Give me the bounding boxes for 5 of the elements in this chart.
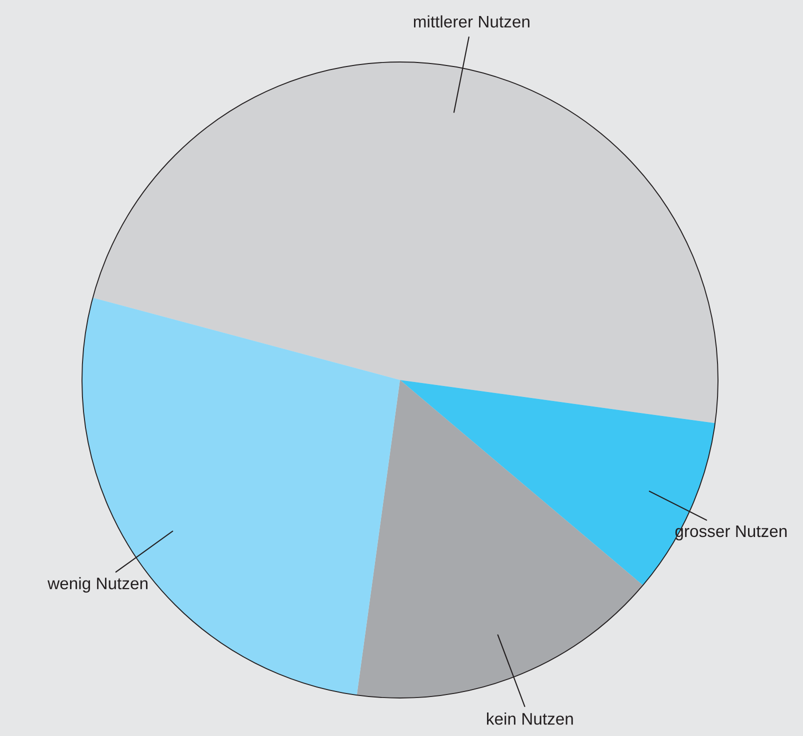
pie-slice [356,380,643,698]
pie-slice [92,62,718,424]
slice-label: kein Nutzen [487,712,573,725]
slice-label: wenig Nutzen [48,577,148,593]
slice-label: mittlerer Nutzen [414,15,530,28]
